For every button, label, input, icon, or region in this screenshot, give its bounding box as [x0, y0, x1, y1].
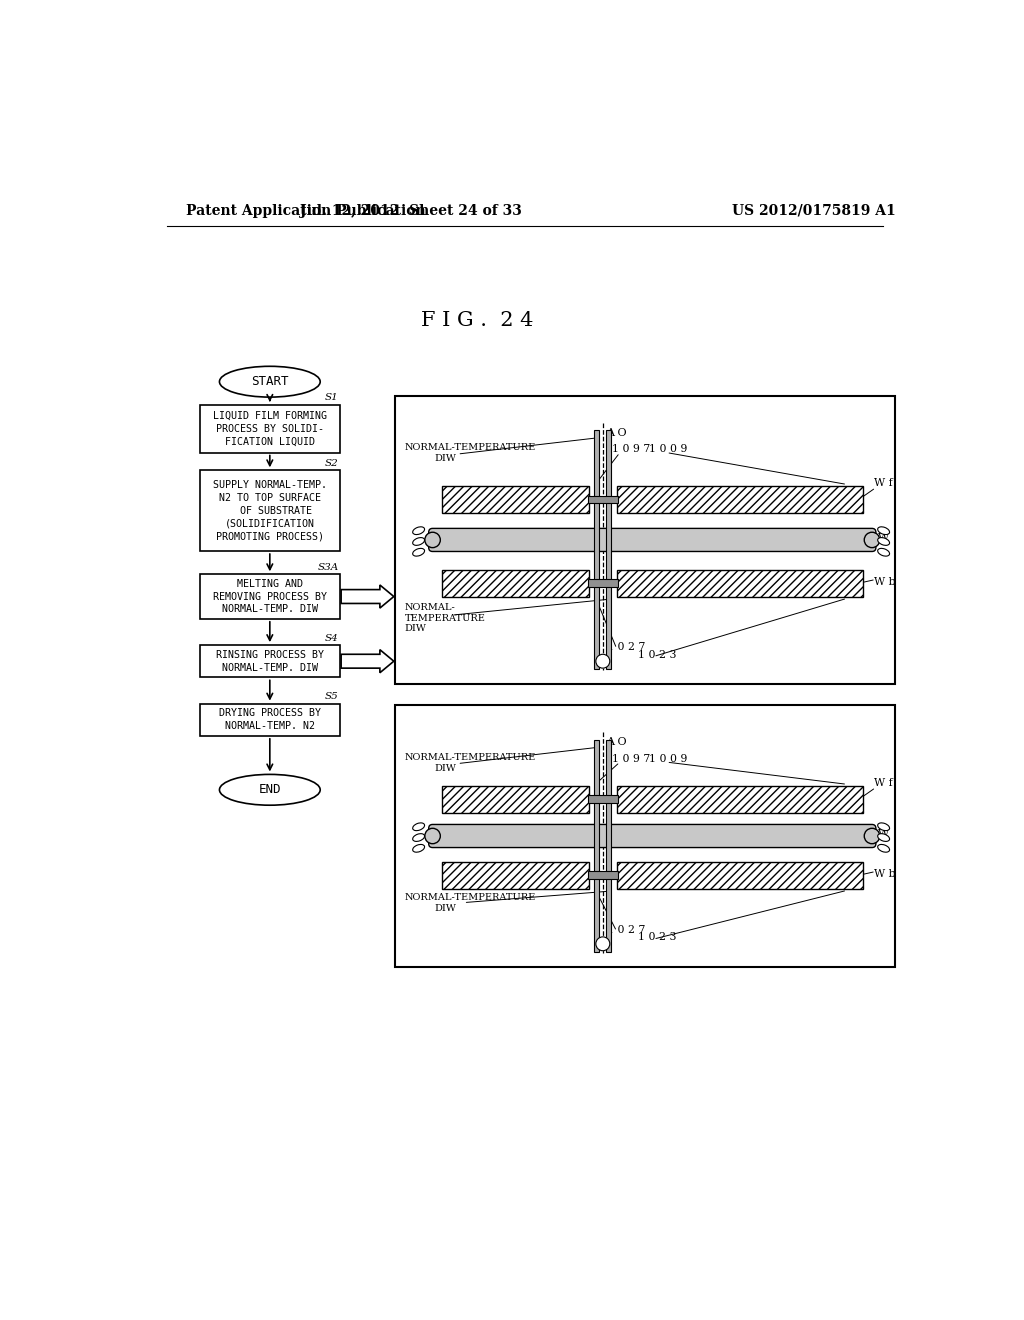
Bar — [442, 862, 589, 888]
FancyArrow shape — [341, 585, 394, 609]
Bar — [395, 705, 895, 966]
Bar — [594, 739, 599, 952]
Bar — [616, 785, 862, 813]
Bar — [200, 645, 340, 677]
Bar — [588, 796, 617, 803]
Text: NORMAL-TEMPERATURE: NORMAL-TEMPERATURE — [404, 752, 536, 762]
Bar — [200, 405, 340, 453]
Text: US 2012/0175819 A1: US 2012/0175819 A1 — [732, 203, 896, 218]
Text: S1: S1 — [325, 393, 339, 403]
Text: NORMAL-TEMPERATURE: NORMAL-TEMPERATURE — [404, 894, 536, 903]
Bar — [442, 862, 589, 888]
Bar — [606, 430, 611, 669]
Ellipse shape — [864, 532, 880, 548]
Text: S4: S4 — [325, 634, 339, 643]
Ellipse shape — [413, 834, 425, 841]
Text: NORMAL-TEMPERATURE: NORMAL-TEMPERATURE — [404, 444, 536, 453]
Bar — [588, 579, 617, 587]
Ellipse shape — [413, 548, 425, 556]
Text: S3A: S3A — [317, 562, 339, 572]
Text: 1 0 9 7: 1 0 9 7 — [612, 444, 650, 454]
Bar — [616, 862, 862, 888]
Text: 1 0 2 3: 1 0 2 3 — [638, 932, 676, 942]
Bar — [200, 704, 340, 737]
Ellipse shape — [878, 527, 890, 535]
Bar — [616, 862, 862, 888]
Text: 1 0 2 7: 1 0 2 7 — [606, 642, 645, 652]
Text: TEMPERATURE: TEMPERATURE — [404, 614, 485, 623]
Text: W b: W b — [873, 869, 895, 879]
Text: DIW: DIW — [434, 454, 456, 463]
Text: W: W — [879, 829, 889, 840]
Bar — [442, 570, 589, 597]
Bar — [200, 574, 340, 619]
Text: W: W — [879, 533, 889, 544]
Ellipse shape — [219, 775, 321, 805]
Text: RINSING PROCESS BY
NORMAL-TEMP. DIW: RINSING PROCESS BY NORMAL-TEMP. DIW — [216, 649, 324, 673]
Bar — [442, 486, 589, 513]
Text: 1 0 9 7: 1 0 9 7 — [612, 754, 650, 763]
Text: 1 0 0 9: 1 0 0 9 — [649, 444, 688, 454]
Ellipse shape — [864, 829, 880, 843]
Ellipse shape — [413, 822, 425, 830]
Ellipse shape — [878, 834, 890, 841]
Ellipse shape — [413, 537, 425, 545]
Circle shape — [596, 937, 610, 950]
Text: END: END — [259, 783, 281, 796]
Ellipse shape — [878, 537, 890, 545]
Bar — [616, 486, 862, 513]
Text: DIW: DIW — [434, 904, 456, 913]
Ellipse shape — [878, 822, 890, 830]
Bar — [442, 570, 589, 597]
Text: Patent Application Publication: Patent Application Publication — [186, 203, 426, 218]
Text: W b: W b — [873, 577, 895, 587]
Bar — [588, 871, 617, 879]
Bar — [442, 785, 589, 813]
Ellipse shape — [878, 548, 890, 556]
Text: 1 0 0 9: 1 0 0 9 — [649, 754, 688, 763]
Bar — [616, 570, 862, 597]
Text: W f: W f — [873, 779, 892, 788]
Text: A O: A O — [606, 428, 627, 438]
Text: MELTING AND
REMOVING PROCESS BY
NORMAL-TEMP. DIW: MELTING AND REMOVING PROCESS BY NORMAL-T… — [213, 578, 327, 614]
Text: S2: S2 — [325, 459, 339, 469]
Text: 1 0 2 3: 1 0 2 3 — [638, 649, 676, 660]
Text: F I G .  2 4: F I G . 2 4 — [421, 310, 532, 330]
Bar — [442, 785, 589, 813]
Text: START: START — [251, 375, 289, 388]
Text: Jul. 12, 2012  Sheet 24 of 33: Jul. 12, 2012 Sheet 24 of 33 — [300, 203, 522, 218]
Text: DIW: DIW — [404, 624, 427, 634]
Text: A O: A O — [606, 738, 627, 747]
Bar — [395, 396, 895, 684]
FancyArrow shape — [341, 649, 394, 673]
Circle shape — [596, 655, 610, 668]
Bar — [606, 739, 611, 952]
Bar — [594, 430, 599, 669]
Ellipse shape — [878, 845, 890, 853]
Ellipse shape — [425, 532, 440, 548]
Text: DIW: DIW — [434, 763, 456, 772]
Ellipse shape — [425, 829, 440, 843]
Text: S5: S5 — [325, 692, 339, 701]
Ellipse shape — [413, 845, 425, 853]
Text: SUPPLY NORMAL-TEMP.
N2 TO TOP SURFACE
  OF SUBSTRATE
(SOLIDIFICATION
PROMOTING P: SUPPLY NORMAL-TEMP. N2 TO TOP SURFACE OF… — [213, 480, 327, 541]
FancyBboxPatch shape — [429, 825, 876, 847]
Bar — [616, 785, 862, 813]
Bar — [616, 570, 862, 597]
Ellipse shape — [413, 527, 425, 535]
Text: LIQUID FILM FORMING
PROCESS BY SOLIDI-
FICATION LIQUID: LIQUID FILM FORMING PROCESS BY SOLIDI- F… — [213, 411, 327, 446]
Text: NORMAL-: NORMAL- — [404, 603, 456, 612]
Bar — [442, 486, 589, 513]
Bar — [616, 486, 862, 513]
Text: DRYING PROCESS BY
NORMAL-TEMP. N2: DRYING PROCESS BY NORMAL-TEMP. N2 — [219, 709, 321, 731]
Text: W f: W f — [873, 478, 892, 488]
FancyBboxPatch shape — [429, 528, 876, 552]
Bar — [200, 470, 340, 552]
Ellipse shape — [219, 367, 321, 397]
Bar — [588, 496, 617, 503]
Text: 1 0 2 7: 1 0 2 7 — [606, 924, 645, 935]
